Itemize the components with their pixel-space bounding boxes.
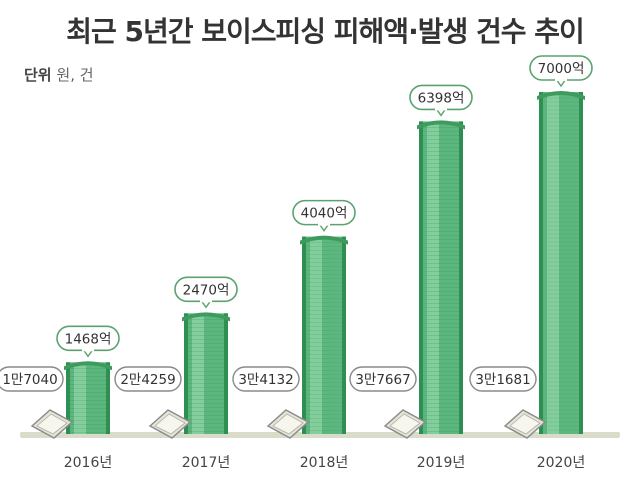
amount-label-pointer-mask (435, 107, 447, 111)
bar-top (300, 235, 348, 245)
bar-highlight (547, 92, 559, 434)
bar-edge-left (302, 236, 306, 434)
bar (66, 362, 110, 434)
count-label-pill (469, 366, 537, 392)
bar-top (537, 91, 585, 100)
bar-edge-right (224, 313, 228, 434)
bar-edge-left (184, 313, 188, 434)
x-tick-label: 2020년 (537, 455, 586, 471)
x-tick-label: 2019년 (417, 455, 466, 471)
amount-label-pointer-mask (200, 299, 212, 303)
chart-title: 최근 5년간 보이스피싱 피해액·발생 건수 추이 (66, 15, 585, 48)
count-label-pill (232, 366, 300, 392)
amount-label: 4040억 (301, 206, 348, 222)
bar (302, 236, 346, 434)
bar-highlight (427, 121, 439, 435)
amount-label: 6398억 (418, 90, 465, 106)
phone-screen-icon (154, 413, 186, 435)
phone-screen-icon (389, 413, 421, 435)
bar-edge-left (419, 121, 423, 435)
count-label: 2만4259 (120, 372, 175, 388)
bar (184, 313, 228, 434)
bar-edge-left (66, 362, 70, 434)
bar-edge-left (539, 92, 543, 434)
bar-edge-right (106, 362, 110, 434)
bar-edge-right (459, 121, 463, 435)
amount-label-pointer-mask (555, 78, 567, 81)
phone-screen-icon (272, 413, 304, 435)
bar (419, 121, 463, 435)
count-label-pill (114, 366, 182, 392)
x-tick-label: 2017년 (182, 455, 231, 471)
bar-edge-right (579, 92, 583, 434)
amount-label: 1468억 (65, 331, 112, 347)
amount-label-pointer-mask (82, 348, 94, 352)
unit-text: 원, 건 (56, 66, 94, 84)
bar-highlight (310, 236, 322, 434)
amount-label: 2470억 (183, 282, 230, 298)
x-tick-label: 2018년 (300, 455, 349, 471)
bar-edge-right (342, 236, 346, 434)
bar (539, 92, 583, 434)
bar-top (417, 120, 465, 130)
unit-note: 단위 원, 건 (24, 64, 94, 85)
count-label: 3만1681 (475, 372, 530, 388)
count-label: 3만7667 (355, 372, 410, 388)
count-label-pill (0, 366, 64, 392)
bar-highlight (74, 362, 86, 434)
bar-top (182, 312, 230, 322)
count-label: 3만4132 (238, 372, 293, 388)
unit-label: 단위 (24, 66, 52, 84)
x-tick-label: 2016년 (64, 455, 113, 471)
bar-top (64, 361, 112, 371)
amount-label: 7000억 (538, 61, 585, 77)
count-label-pill (349, 366, 417, 392)
amount-label-pointer-mask (318, 222, 330, 226)
count-label: 1만7040 (2, 372, 57, 388)
bar-highlight (192, 313, 204, 434)
phone-screen-icon (509, 413, 541, 435)
phone-screen-icon (36, 413, 68, 435)
